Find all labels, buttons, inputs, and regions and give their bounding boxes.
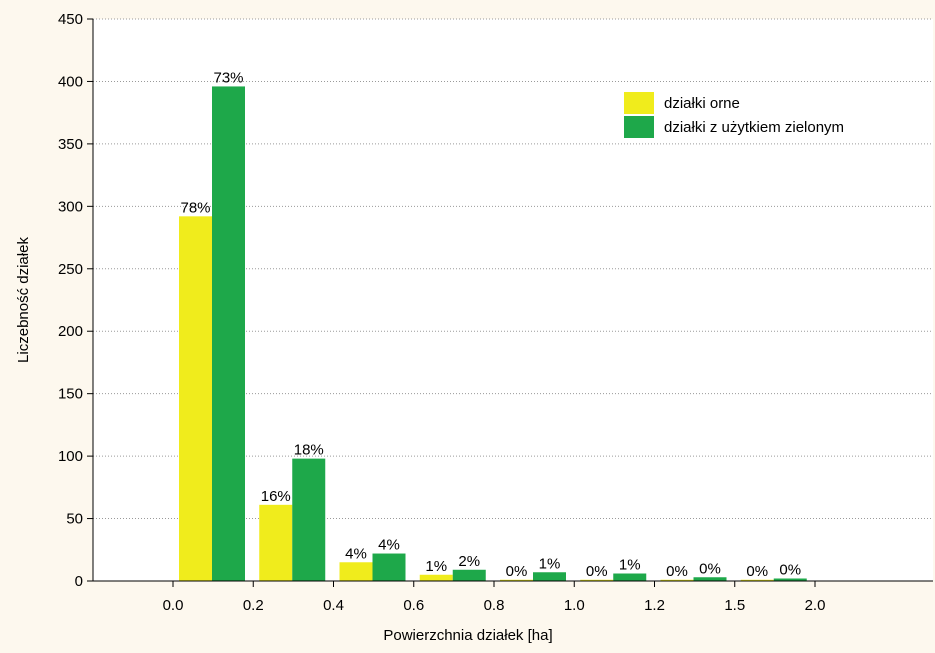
y-tick-label: 100 xyxy=(58,448,83,465)
x-tick-label: 2.0 xyxy=(805,597,826,614)
bar xyxy=(500,579,533,581)
bar xyxy=(292,458,326,581)
bar-value-label: 1% xyxy=(425,558,447,575)
legend: działki orne działki z użytkiem zielonym xyxy=(624,92,844,138)
bar-value-label: 0% xyxy=(779,562,801,579)
bar-value-label: 4% xyxy=(378,537,400,554)
bar xyxy=(212,86,245,581)
y-tick-label: 350 xyxy=(58,136,83,153)
bar-value-label: 16% xyxy=(261,488,291,505)
bar-value-label: 0% xyxy=(506,563,528,580)
bar xyxy=(660,579,694,581)
bar xyxy=(259,504,293,581)
x-tick-label: 0.2 xyxy=(243,597,264,614)
x-tick-label: 1.5 xyxy=(724,597,745,614)
legend-label: działki orne xyxy=(664,95,740,112)
y-axis: 0 50 100 150 200 250 300 350 400 450 xyxy=(58,11,93,590)
bar-value-label: 1% xyxy=(539,555,561,572)
bar xyxy=(372,553,406,581)
x-tick-label: 0.0 xyxy=(163,597,184,614)
y-axis-title: Liczebność działek xyxy=(15,237,32,363)
bar-value-label: 0% xyxy=(586,563,608,580)
bar xyxy=(613,573,647,581)
legend-swatch xyxy=(624,92,654,114)
bar xyxy=(452,569,486,581)
bar xyxy=(580,579,614,581)
x-tick-label: 0.4 xyxy=(323,597,344,614)
bar-value-label: 0% xyxy=(666,563,688,580)
bar xyxy=(693,577,727,581)
y-tick-label: 300 xyxy=(58,198,83,215)
bar xyxy=(533,572,566,581)
bar-value-label: 1% xyxy=(619,557,641,574)
bar-value-label: 73% xyxy=(213,69,243,86)
grid-lines xyxy=(93,18,933,520)
x-tick-label: 1.0 xyxy=(564,597,585,614)
y-tick-label: 450 xyxy=(58,11,83,28)
bar-value-label: 4% xyxy=(345,545,367,562)
x-axis-title: Powierzchnia działek [ha] xyxy=(383,627,552,644)
y-tick-label: 0 xyxy=(75,573,83,590)
legend-label: działki z użytkiem zielonym xyxy=(664,119,844,136)
bar xyxy=(740,579,774,581)
x-tick-label: 0.6 xyxy=(403,597,424,614)
bar-value-label: 0% xyxy=(699,560,721,577)
y-tick-label: 50 xyxy=(66,511,83,528)
y-tick-label: 400 xyxy=(58,73,83,90)
bar-labels: 78% 73% 16% 18% 4% 4% 1% 2% 0% 1% 0% 1% 0% 0% 0% 0% xyxy=(180,69,801,579)
x-axis: 0.0 0.2 0.4 0.6 0.8 1.0 1.2 1.5 2.0 xyxy=(163,581,826,614)
x-tick-label: 0.8 xyxy=(484,597,505,614)
bar-value-label: 78% xyxy=(180,199,210,216)
bars xyxy=(179,86,807,581)
bar-value-label: 18% xyxy=(294,442,324,459)
bar xyxy=(419,574,453,581)
bar-value-label: 0% xyxy=(746,563,768,580)
bar xyxy=(773,578,807,581)
bar-value-label: 2% xyxy=(458,553,480,570)
y-tick-label: 250 xyxy=(58,261,83,278)
y-tick-label: 150 xyxy=(58,386,83,403)
x-tick-label: 1.2 xyxy=(644,597,665,614)
legend-swatch xyxy=(624,116,654,138)
bar xyxy=(179,216,212,581)
y-tick-label: 200 xyxy=(58,323,83,340)
bar xyxy=(339,562,373,581)
